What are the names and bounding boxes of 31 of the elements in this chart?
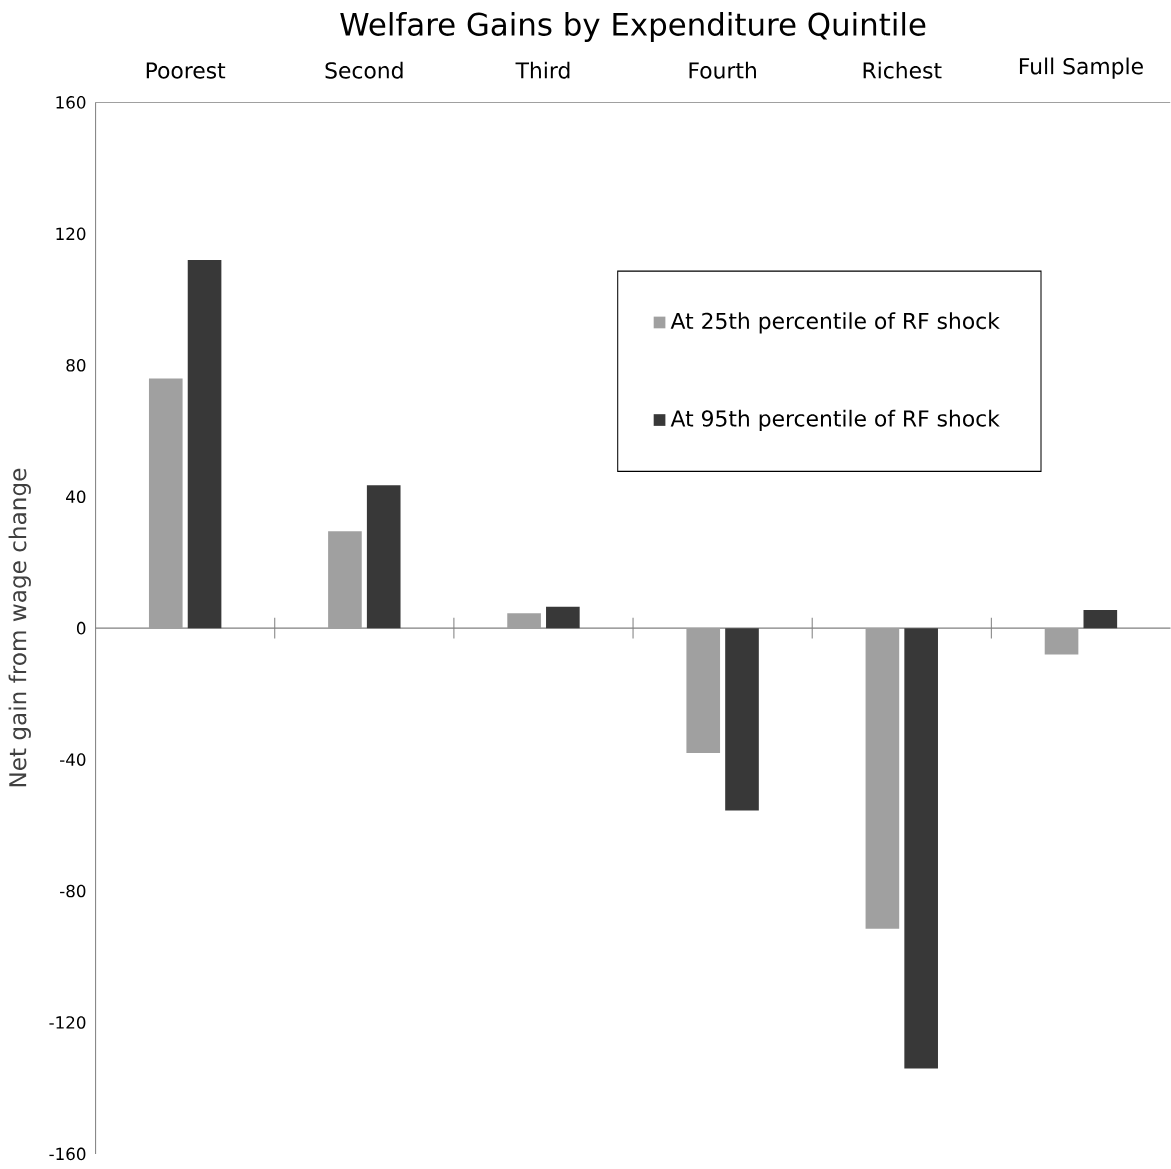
y-tick-label: 160 bbox=[56, 96, 86, 109]
legend-label: At 95th percentile of RF shock bbox=[670, 409, 1000, 432]
bar bbox=[366, 485, 401, 629]
y-tick-label: 120 bbox=[56, 227, 86, 241]
y-tick-label: -160 bbox=[49, 1147, 86, 1161]
bar bbox=[148, 378, 183, 629]
bar bbox=[1044, 628, 1079, 655]
bar bbox=[1083, 610, 1118, 629]
y-tick-label: 40 bbox=[66, 490, 86, 504]
bar bbox=[686, 628, 721, 754]
bar bbox=[507, 613, 541, 629]
bar bbox=[546, 606, 580, 629]
y-tick-label: 0 bbox=[76, 621, 86, 635]
legend-label: At 25th percentile of RF shock bbox=[670, 312, 1000, 334]
x-tick-label: Poorest bbox=[146, 62, 226, 79]
y-tick-label: 80 bbox=[66, 359, 86, 372]
bar bbox=[328, 531, 362, 629]
y-axis-title: Net gain from wage change bbox=[8, 468, 31, 787]
bar bbox=[904, 628, 938, 1069]
x-tick-label: Fourth bbox=[689, 61, 756, 79]
x-tick-label: Third bbox=[515, 61, 570, 79]
y-tick-label: -40 bbox=[60, 753, 86, 767]
x-tick-label: Second bbox=[325, 61, 403, 79]
x-tick-label: Richest bbox=[863, 61, 942, 79]
chart-title: Welfare Gains by Expenditure Quintile bbox=[340, 12, 926, 42]
bar bbox=[725, 628, 759, 811]
bar bbox=[865, 628, 900, 929]
x-tick-label: Full Sample bbox=[1019, 57, 1143, 79]
y-tick-label: -120 bbox=[49, 1016, 86, 1029]
bar bbox=[187, 260, 222, 629]
y-tick-label: -80 bbox=[60, 884, 86, 898]
